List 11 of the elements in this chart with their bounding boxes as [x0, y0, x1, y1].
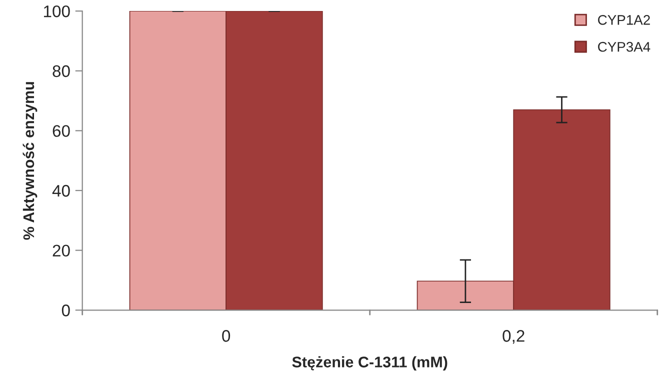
x-axis-title: Stężenie C-1311 (mM) — [292, 356, 448, 370]
y-tick-label: 0 — [62, 304, 70, 316]
y-tick-label: 80 — [52, 65, 70, 78]
y-tick-label: 40 — [52, 184, 70, 197]
y-tick-label: 100 — [44, 5, 70, 18]
y-axis-title: % Aktywność enzymu — [22, 82, 38, 240]
y-tick-label: 20 — [52, 244, 70, 257]
x-tick-label: 0,2 — [502, 330, 524, 344]
legend-label: CYP1A2 — [598, 15, 650, 25]
legend-label: CYP3A4 — [598, 42, 650, 52]
y-tick-label: 60 — [52, 125, 70, 137]
